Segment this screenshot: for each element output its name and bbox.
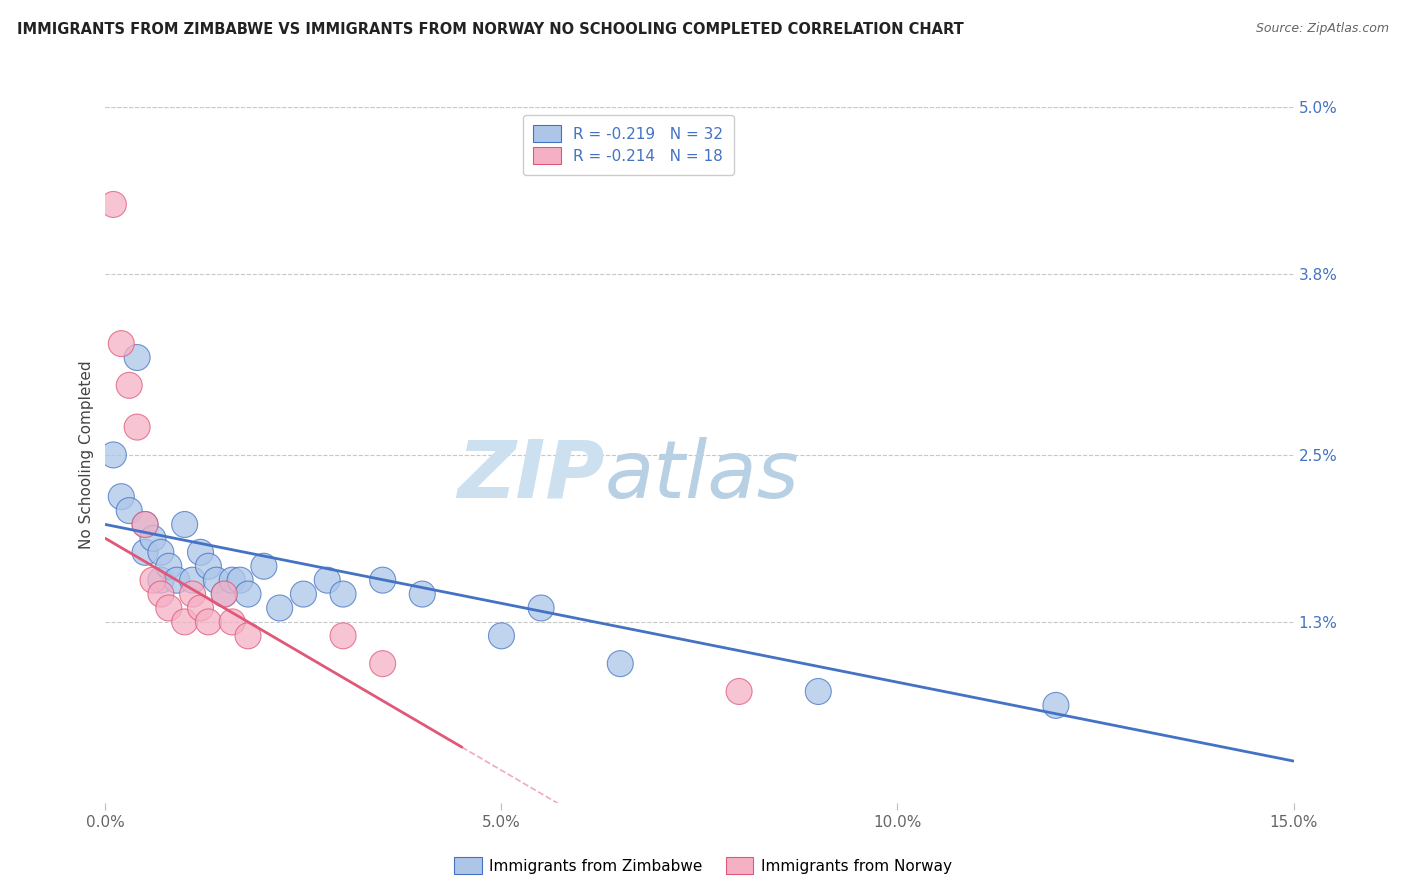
Point bbox=[253, 559, 276, 574]
Point bbox=[103, 448, 125, 462]
Point bbox=[609, 657, 631, 671]
Legend: Immigrants from Zimbabwe, Immigrants from Norway: Immigrants from Zimbabwe, Immigrants fro… bbox=[449, 851, 957, 880]
Point bbox=[166, 573, 188, 587]
Point bbox=[110, 490, 132, 504]
Point bbox=[181, 587, 204, 601]
Point bbox=[214, 587, 236, 601]
Point bbox=[221, 573, 243, 587]
Point bbox=[491, 629, 513, 643]
Point bbox=[127, 351, 149, 365]
Point bbox=[190, 601, 212, 615]
Point bbox=[229, 573, 252, 587]
Point bbox=[332, 587, 354, 601]
Point bbox=[127, 420, 149, 434]
Point bbox=[197, 559, 219, 574]
Legend: R = -0.219   N = 32, R = -0.214   N = 18: R = -0.219 N = 32, R = -0.214 N = 18 bbox=[523, 115, 734, 175]
Point bbox=[181, 573, 204, 587]
Point bbox=[110, 336, 132, 351]
Point bbox=[236, 587, 259, 601]
Point bbox=[197, 615, 219, 629]
Point bbox=[157, 559, 180, 574]
Point bbox=[807, 684, 830, 698]
Point bbox=[316, 573, 339, 587]
Point bbox=[173, 517, 195, 532]
Point bbox=[411, 587, 433, 601]
Point bbox=[149, 587, 172, 601]
Point bbox=[173, 615, 195, 629]
Text: atlas: atlas bbox=[605, 437, 799, 515]
Point bbox=[142, 573, 165, 587]
Point bbox=[134, 545, 156, 559]
Point bbox=[371, 573, 394, 587]
Point bbox=[118, 503, 141, 517]
Point bbox=[103, 197, 125, 211]
Point bbox=[149, 545, 172, 559]
Point bbox=[142, 532, 165, 546]
Y-axis label: No Schooling Completed: No Schooling Completed bbox=[79, 360, 94, 549]
Point bbox=[157, 601, 180, 615]
Point bbox=[236, 629, 259, 643]
Point bbox=[134, 517, 156, 532]
Point bbox=[1045, 698, 1067, 713]
Point bbox=[728, 684, 751, 698]
Point bbox=[292, 587, 315, 601]
Point bbox=[221, 615, 243, 629]
Point bbox=[214, 587, 236, 601]
Point bbox=[190, 545, 212, 559]
Text: IMMIGRANTS FROM ZIMBABWE VS IMMIGRANTS FROM NORWAY NO SCHOOLING COMPLETED CORREL: IMMIGRANTS FROM ZIMBABWE VS IMMIGRANTS F… bbox=[17, 22, 963, 37]
Point bbox=[134, 517, 156, 532]
Text: Source: ZipAtlas.com: Source: ZipAtlas.com bbox=[1256, 22, 1389, 36]
Point bbox=[149, 573, 172, 587]
Point bbox=[332, 629, 354, 643]
Text: ZIP: ZIP bbox=[457, 437, 605, 515]
Point bbox=[530, 601, 553, 615]
Point bbox=[371, 657, 394, 671]
Point bbox=[205, 573, 228, 587]
Point bbox=[118, 378, 141, 392]
Point bbox=[269, 601, 291, 615]
